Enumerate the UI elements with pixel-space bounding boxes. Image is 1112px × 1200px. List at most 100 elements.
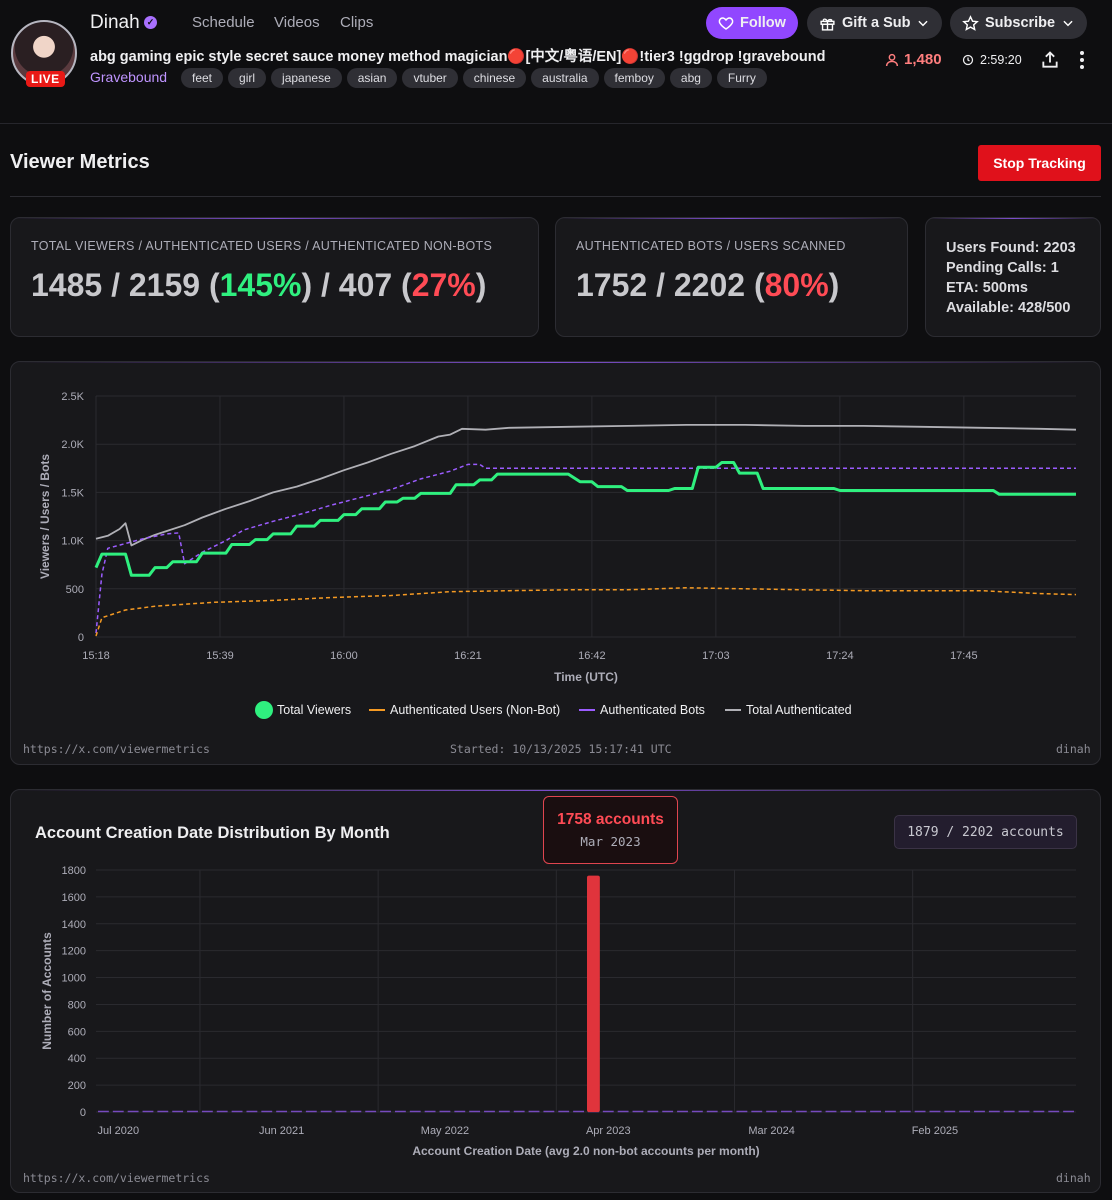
ratio-text: 1752 / 2202 ( bbox=[576, 267, 765, 303]
tag[interactable]: vtuber bbox=[402, 68, 458, 88]
viewer-line-chart[interactable]: 0 500 1.0K 1.5K 2.0K 2.5K 15:18 15:39 16:00 16:21… bbox=[11, 362, 1101, 765]
baseline-bar bbox=[944, 1110, 956, 1113]
tag[interactable]: girl bbox=[228, 68, 267, 88]
y-tick-label: 400 bbox=[68, 1053, 86, 1065]
ratio-text: ) bbox=[475, 267, 487, 303]
uptime: 2:59:20 bbox=[962, 53, 1022, 67]
x-tick-label: 17:03 bbox=[702, 650, 730, 662]
nav-videos[interactable]: Videos bbox=[274, 14, 320, 31]
follow-label: Follow bbox=[740, 15, 786, 31]
scan-status-lines: Users Found: 2203 Pending Calls: 1 ETA: … bbox=[946, 238, 1076, 318]
legend-label: Authenticated Bots bbox=[600, 703, 705, 717]
baseline-bar bbox=[98, 1110, 109, 1113]
baseline-bar bbox=[320, 1110, 332, 1113]
baseline-bar bbox=[424, 1110, 436, 1113]
y-tick-label: 2.5K bbox=[61, 391, 84, 403]
baseline-bar bbox=[1018, 1110, 1030, 1113]
tag[interactable]: japanese bbox=[271, 68, 342, 88]
baseline-bar bbox=[855, 1110, 867, 1113]
baseline-bar bbox=[840, 1110, 852, 1113]
legend-swatch bbox=[255, 701, 273, 719]
viewer-ratio-label: TOTAL VIEWERS / AUTHENTICATED USERS / AU… bbox=[31, 239, 493, 253]
x-tick-label: Apr 2023 bbox=[586, 1125, 631, 1137]
baseline-bar bbox=[974, 1110, 985, 1113]
started-timestamp: Started: 10/13/2025 15:17:41 UTC bbox=[450, 742, 672, 756]
baseline-bar bbox=[439, 1110, 451, 1113]
stop-tracking-button[interactable]: Stop Tracking bbox=[978, 145, 1101, 181]
y-tick-label: 1.5K bbox=[61, 487, 84, 499]
y-tick-label: 800 bbox=[68, 999, 86, 1011]
series-line bbox=[95, 463, 1076, 634]
tag[interactable]: chinese bbox=[462, 68, 527, 88]
baseline-bar bbox=[261, 1110, 273, 1113]
tag[interactable]: australia bbox=[531, 68, 599, 88]
chevron-down-icon bbox=[918, 20, 929, 27]
x-tick-label: 16:42 bbox=[578, 650, 606, 662]
tooltip-count: 1758 accounts bbox=[557, 811, 664, 828]
tag[interactable]: Furry bbox=[716, 68, 767, 88]
baseline-bar bbox=[172, 1110, 184, 1113]
baseline-bar bbox=[736, 1110, 748, 1113]
nav-schedule[interactable]: Schedule bbox=[192, 14, 255, 31]
account-age-bar-chart[interactable]: Account Creation Date Distribution By Mo… bbox=[11, 790, 1101, 1193]
baseline-bar bbox=[914, 1110, 926, 1113]
channel-header: LIVE Dinah ✓ Schedule Videos Clips Follo… bbox=[0, 0, 1112, 124]
baseline-bar bbox=[795, 1110, 807, 1113]
tag[interactable]: asian bbox=[346, 68, 398, 88]
baseline-bar bbox=[781, 1110, 792, 1113]
category-link[interactable]: Gravebound bbox=[90, 69, 168, 85]
follow-button[interactable]: Follow bbox=[706, 7, 798, 39]
baseline-bar bbox=[380, 1110, 391, 1113]
baseline-bar bbox=[558, 1110, 570, 1113]
baseline-bar bbox=[394, 1110, 406, 1113]
tag[interactable]: femboy bbox=[603, 68, 665, 88]
baseline-bar bbox=[1033, 1110, 1045, 1113]
x-tick-label: Jun 2021 bbox=[259, 1125, 304, 1137]
y-tick-label: 0 bbox=[80, 1107, 86, 1119]
bot-ratio-label: AUTHENTICATED BOTS / USERS SCANNED bbox=[576, 239, 846, 253]
accounts-badge: 1879 / 2202 accounts bbox=[894, 815, 1077, 849]
y-tick-label: 0 bbox=[78, 632, 84, 644]
nav-clips[interactable]: Clips bbox=[340, 14, 374, 31]
baseline-bar bbox=[216, 1110, 228, 1113]
baseline-bar bbox=[766, 1110, 778, 1113]
pending-calls: Pending Calls: 1 bbox=[946, 260, 1059, 276]
baseline-bar bbox=[528, 1110, 540, 1113]
share-icon[interactable] bbox=[1040, 50, 1060, 70]
series-line bbox=[95, 587, 1077, 637]
gift-icon bbox=[820, 17, 835, 31]
stream-title: abg gaming epic style secret sauce money… bbox=[90, 49, 826, 65]
baseline-bar bbox=[899, 1110, 911, 1113]
more-options-icon[interactable] bbox=[1075, 50, 1089, 70]
baseline-bar bbox=[677, 1110, 688, 1113]
available-calls: Available: 428/500 bbox=[946, 300, 1071, 316]
star-icon bbox=[962, 14, 979, 31]
baseline-bar bbox=[484, 1110, 495, 1113]
subscribe-button[interactable]: Subscribe bbox=[950, 7, 1088, 39]
bot-percent: 80% bbox=[764, 267, 829, 303]
y-tick-label: 500 bbox=[66, 584, 84, 596]
scan-status-card: Users Found: 2203 Pending Calls: 1 ETA: … bbox=[925, 217, 1101, 337]
series-line bbox=[95, 424, 1077, 547]
tag[interactable]: abg bbox=[669, 68, 712, 88]
y-tick-label: 1600 bbox=[62, 892, 86, 904]
live-badge: LIVE bbox=[26, 71, 65, 87]
y-axis-label: Number of Accounts bbox=[40, 932, 54, 1050]
baseline-bar bbox=[1003, 1110, 1015, 1113]
baseline-bar bbox=[1048, 1110, 1060, 1113]
streamer-name[interactable]: Dinah bbox=[90, 12, 140, 33]
gift-sub-label: Gift a Sub bbox=[842, 15, 911, 31]
baseline-bar bbox=[617, 1110, 629, 1113]
baseline-bar bbox=[662, 1110, 674, 1113]
baseline-bar bbox=[201, 1110, 213, 1113]
baseline-bar bbox=[157, 1110, 169, 1113]
baseline-bar bbox=[825, 1110, 837, 1113]
gift-sub-button[interactable]: Gift a Sub bbox=[807, 7, 943, 39]
series-line bbox=[94, 461, 1076, 577]
x-tick-label: May 2022 bbox=[421, 1125, 469, 1137]
x-tick-label: 17:45 bbox=[950, 650, 978, 662]
baseline-bar bbox=[291, 1110, 302, 1113]
chart-url: https://x.com/viewermetrics bbox=[23, 1171, 210, 1185]
tag[interactable]: feet bbox=[181, 68, 224, 88]
baseline-bar bbox=[513, 1110, 525, 1113]
